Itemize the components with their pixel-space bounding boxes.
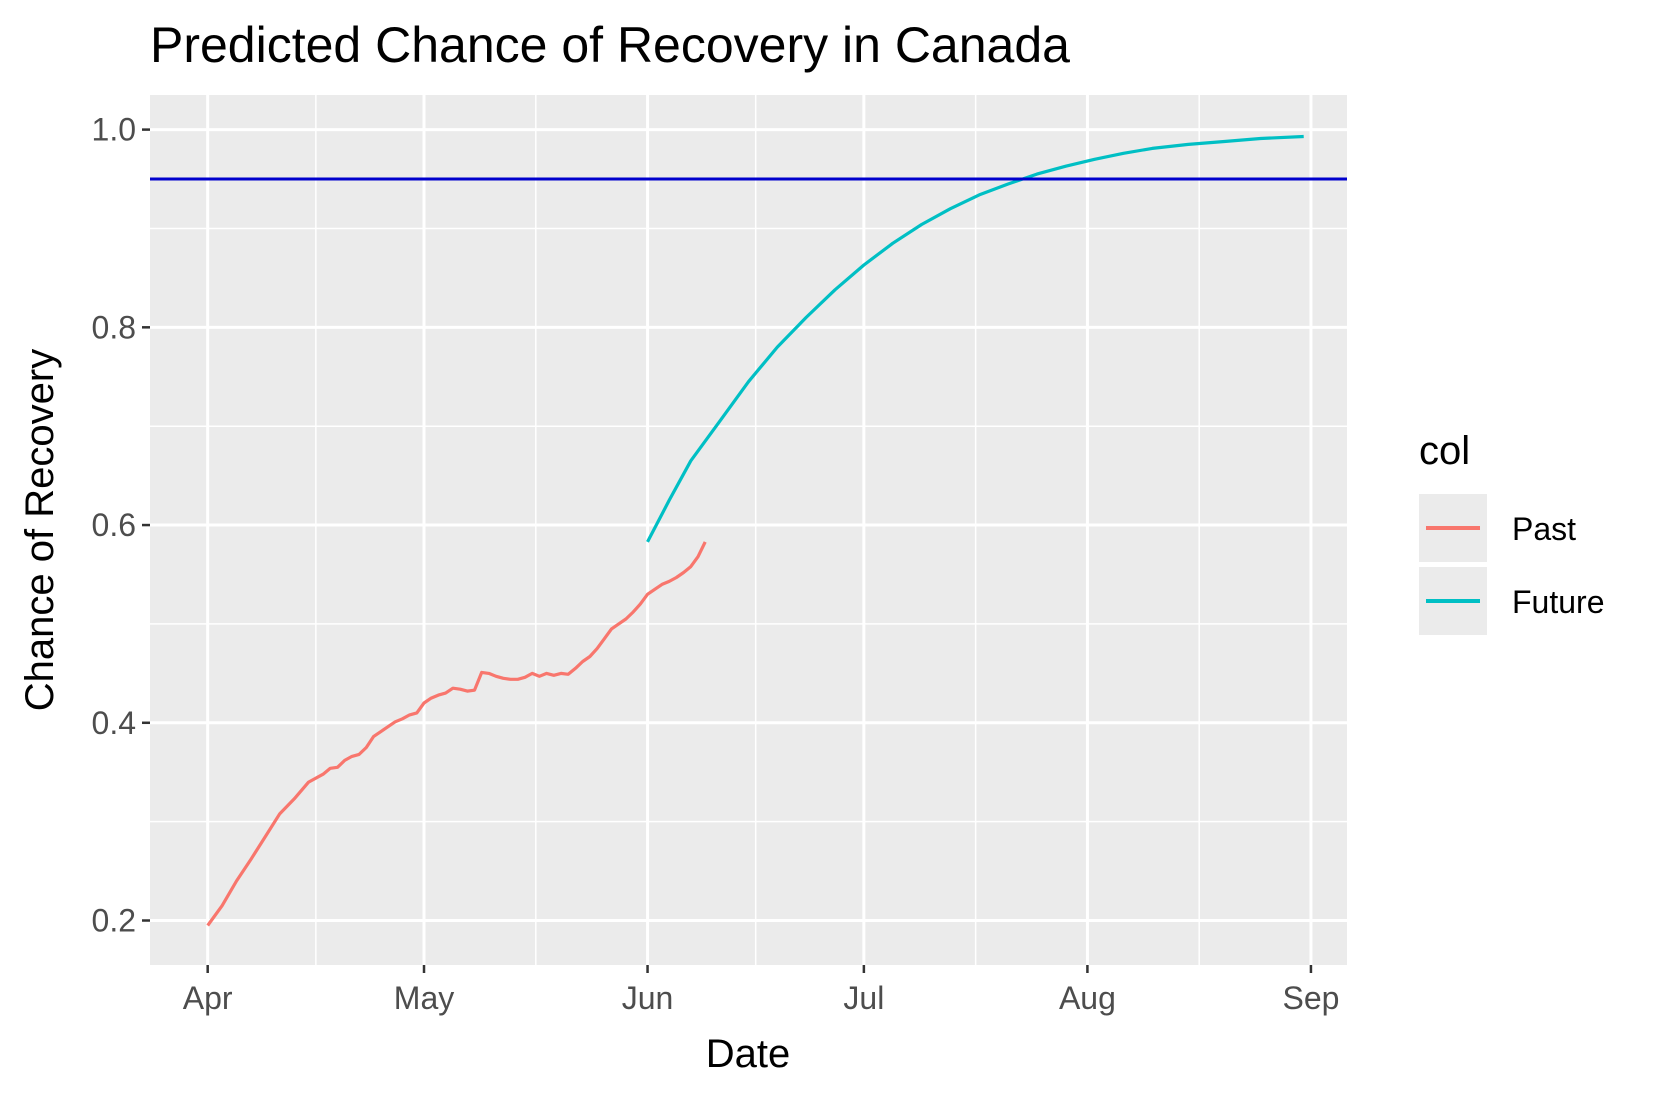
series-layer bbox=[206, 134, 1304, 927]
x-tick-label: Sep bbox=[1282, 980, 1339, 1016]
minor-gridlines bbox=[150, 95, 1347, 965]
x-axis-ticks: Apr May Jun Jul Aug Sep bbox=[183, 965, 1339, 1016]
x-tick-label: Jun bbox=[622, 980, 674, 1016]
y-tick-label: 1.0 bbox=[92, 112, 136, 148]
y-tick-label: 0.4 bbox=[92, 705, 136, 741]
x-tick-label: May bbox=[394, 980, 454, 1016]
x-tick-label: Jul bbox=[843, 980, 884, 1016]
chart-title: Predicted Chance of Recovery in Canada bbox=[150, 17, 1070, 73]
legend-label-past: Past bbox=[1512, 511, 1576, 547]
plot-panel bbox=[150, 95, 1347, 965]
y-axis-ticks: 0.2 0.4 0.6 0.8 1.0 bbox=[92, 112, 150, 939]
series-line-future bbox=[646, 134, 1304, 543]
major-gridlines bbox=[150, 95, 1347, 965]
y-tick-label: 0.6 bbox=[92, 507, 136, 543]
y-tick-label: 0.8 bbox=[92, 309, 136, 345]
legend-title: col bbox=[1419, 429, 1470, 473]
y-tick-label: 0.2 bbox=[92, 903, 136, 939]
legend: col Past Future bbox=[1419, 429, 1604, 635]
x-tick-label: Aug bbox=[1059, 980, 1116, 1016]
x-tick-label: Apr bbox=[183, 980, 233, 1016]
y-axis-label: Chance of Recovery bbox=[18, 349, 62, 711]
series-line-past bbox=[206, 541, 707, 927]
x-axis-label: Date bbox=[706, 1032, 791, 1076]
legend-label-future: Future bbox=[1512, 584, 1604, 620]
